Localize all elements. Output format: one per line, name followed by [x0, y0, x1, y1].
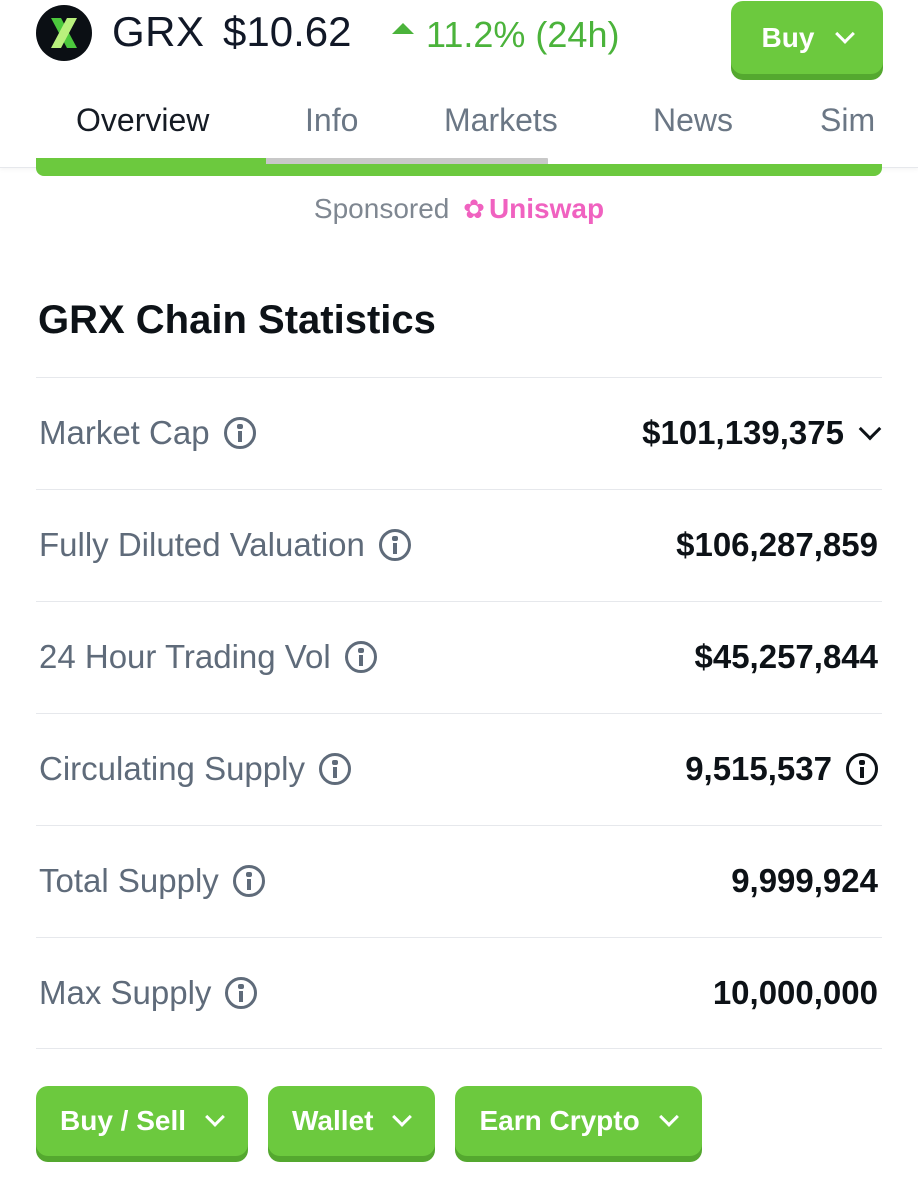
- chevron-down-icon: [658, 1107, 679, 1127]
- stat-row-market-cap: Market Cap $101,139,375: [36, 377, 882, 489]
- coin-price: $10.62: [223, 8, 352, 55]
- info-icon[interactable]: [223, 417, 256, 449]
- stat-value: $106,287,859: [676, 526, 878, 564]
- chevron-down-icon: [835, 23, 856, 44]
- price-change-value: 11.2% (24h): [426, 14, 620, 55]
- info-icon[interactable]: [344, 641, 377, 673]
- coin-header: GRX $10.62 11.2% (24h) Buy Overview Info…: [0, 0, 918, 168]
- stat-value: 10,000,000: [713, 974, 878, 1012]
- stat-value-text: 9,515,537: [685, 750, 832, 787]
- stat-label-text: Total Supply: [39, 862, 219, 899]
- info-icon[interactable]: [232, 865, 265, 897]
- stat-value-text: $101,139,375: [642, 414, 844, 451]
- stat-row-total-supply: Total Supply 9,999,924: [36, 825, 882, 937]
- banner-strip: [36, 164, 882, 176]
- stat-value[interactable]: $101,139,375: [642, 414, 882, 452]
- wallet-button[interactable]: Wallet: [268, 1086, 436, 1156]
- tab-markets[interactable]: Markets: [444, 102, 558, 138]
- tab-bar: Overview Info Markets News Sim: [36, 92, 918, 166]
- tab-sim[interactable]: Sim: [820, 102, 876, 138]
- stat-row-fdv: Fully Diluted Valuation $106,287,859: [36, 489, 882, 601]
- buy-dropdown-button[interactable]: Buy: [731, 1, 883, 74]
- stat-value: $45,257,844: [694, 638, 878, 676]
- info-icon[interactable]: [378, 529, 411, 561]
- stat-label-text: Max Supply: [39, 974, 212, 1011]
- chevron-down-icon: [392, 1107, 413, 1127]
- stat-label-text: Market Cap: [39, 414, 210, 451]
- price-change: 11.2% (24h): [392, 14, 619, 56]
- coin-ticker: GRX: [112, 8, 205, 55]
- earn-crypto-button[interactable]: Earn Crypto: [455, 1086, 702, 1156]
- section-title: GRX Chain Statistics: [38, 298, 436, 342]
- buy-button-label: Buy: [761, 21, 815, 53]
- stat-label-text: Fully Diluted Valuation: [39, 526, 365, 563]
- stat-value: 9,999,924: [731, 862, 878, 900]
- tab-overview[interactable]: Overview: [76, 102, 210, 138]
- stat-value-text: 10,000,000: [712, 974, 878, 1011]
- stat-label-text: 24 Hour Trading Vol: [39, 638, 331, 675]
- action-buttons: Buy / Sell Wallet Earn Crypto: [36, 1086, 702, 1156]
- stat-row-circulating-supply: Circulating Supply 9,515,537: [36, 713, 882, 825]
- earn-crypto-label: Earn Crypto: [479, 1105, 640, 1136]
- tab-news[interactable]: News: [653, 102, 734, 138]
- stat-value-text: 9,999,924: [731, 862, 878, 899]
- buy-sell-label: Buy / Sell: [60, 1105, 187, 1136]
- stat-label: Fully Diluted Valuation: [39, 526, 411, 564]
- sponsored-label: Sponsored: [313, 193, 450, 224]
- sponsored-line[interactable]: Sponsored ✿ Uniswap: [0, 193, 918, 225]
- stat-label: Circulating Supply: [39, 750, 351, 788]
- info-icon[interactable]: [225, 977, 258, 1009]
- stat-value-text: $45,257,844: [694, 638, 878, 675]
- buy-sell-button[interactable]: Buy / Sell: [36, 1086, 249, 1156]
- tab-info[interactable]: Info: [305, 102, 359, 138]
- stat-row-max-supply: Max Supply 10,000,000: [36, 937, 882, 1049]
- chain-statistics-table: Market Cap $101,139,375 Fully Diluted Va…: [36, 377, 882, 1049]
- stat-value: 9,515,537: [685, 750, 878, 788]
- active-tab-indicator: [36, 158, 266, 166]
- chevron-down-icon: [205, 1107, 225, 1127]
- stat-value-text: $106,287,859: [676, 526, 878, 563]
- stat-label: Market Cap: [39, 414, 256, 452]
- up-triangle-icon: [392, 22, 414, 34]
- tab-scroll-track: [36, 158, 548, 166]
- stat-label-text: Circulating Supply: [39, 750, 305, 787]
- wallet-label: Wallet: [292, 1105, 374, 1136]
- sponsor-brand: Uniswap: [488, 193, 605, 224]
- info-icon[interactable]: [846, 753, 878, 785]
- info-icon[interactable]: [318, 753, 351, 785]
- uniswap-unicorn-icon: ✿: [463, 194, 485, 224]
- stat-label: Total Supply: [39, 862, 265, 900]
- stat-label: 24 Hour Trading Vol: [39, 638, 377, 676]
- stat-row-trading-vol: 24 Hour Trading Vol $45,257,844: [36, 601, 882, 713]
- stat-label: Max Supply: [39, 974, 258, 1012]
- chevron-down-icon[interactable]: [858, 417, 882, 441]
- grx-logo-icon: [36, 5, 92, 61]
